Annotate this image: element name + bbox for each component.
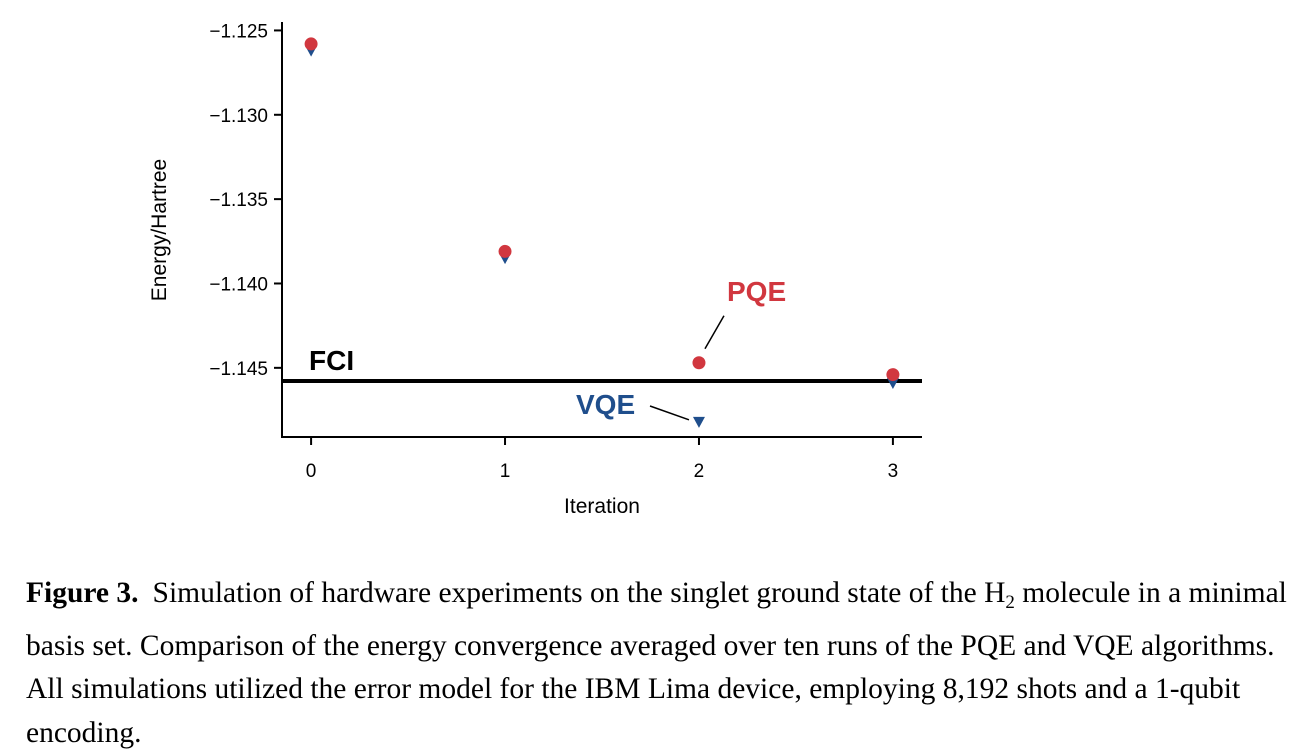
caption-label: Figure 3.	[26, 577, 139, 609]
y-tick-label: −1.125	[209, 21, 268, 42]
x-tick-label: 2	[694, 461, 705, 482]
caption-text-part2: molecule in a minimal basis set. Compari…	[26, 577, 1287, 749]
data-marks	[282, 37, 922, 428]
caption-subscript: 2	[1005, 592, 1015, 613]
pqe-pointer-line	[704, 315, 725, 350]
vqe-pointer-line	[649, 405, 690, 421]
y-tick-label: −1.145	[209, 359, 268, 380]
x-tick-label: 3	[888, 461, 899, 482]
pqe-point	[692, 356, 706, 370]
annotations: FCI PQE VQE	[309, 276, 786, 421]
y-tick-label: −1.135	[209, 190, 268, 211]
vqe-label: VQE	[576, 389, 635, 420]
pqe-point	[498, 244, 512, 258]
x-tick-label: 0	[306, 461, 317, 482]
vqe-point	[886, 378, 899, 390]
x-tick-label: 1	[500, 461, 511, 482]
pqe-point	[304, 37, 318, 51]
y-axis-label: Energy/Hartree	[148, 159, 171, 301]
caption-text-part1: Simulation of hardware experiments on th…	[152, 577, 1006, 609]
x-axis-label: Iteration	[564, 495, 640, 518]
axes	[281, 22, 922, 438]
y-tick-label: −1.130	[209, 106, 268, 127]
pqe-label: PQE	[727, 276, 786, 307]
ticks: 0 1 2 3 −1.125 −1.130 −1.135 −1.140 −1.145	[209, 21, 898, 482]
vqe-point	[692, 416, 705, 428]
figure-caption: Figure 3. Simulation of hardware experime…	[26, 572, 1296, 755]
fci-label: FCI	[309, 345, 354, 376]
pqe-point	[886, 368, 900, 382]
y-tick-label: −1.140	[209, 274, 268, 295]
energy-convergence-chart: 0 1 2 3 −1.125 −1.130 −1.135 −1.140 −1.145 FCI PQ…	[148, 21, 922, 518]
